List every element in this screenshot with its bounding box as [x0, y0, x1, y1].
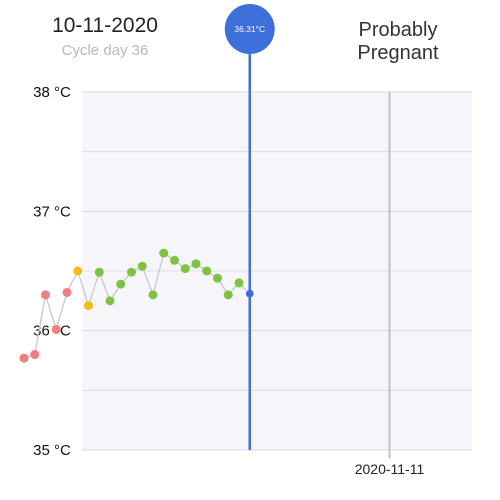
connector-segment: [55, 292, 68, 330]
selection-cursor-value: 36.31°C: [234, 24, 265, 34]
temperature-point-period[interactable]: [19, 353, 29, 363]
temperature-point-fertile[interactable]: [84, 301, 93, 311]
temperature-point-period[interactable]: [51, 324, 61, 334]
selection-cursor-bubble[interactable]: [224, 4, 275, 54]
connector-segment: [44, 294, 57, 330]
temperature-point-normal[interactable]: [127, 267, 136, 277]
x-axis-labels: 2020-11-11: [355, 461, 425, 477]
temperature-point-normal[interactable]: [116, 279, 126, 289]
connector-segment: [34, 294, 47, 355]
temperature-points[interactable]: [19, 248, 255, 363]
temperature-point-normal[interactable]: [191, 259, 201, 269]
connector-segment: [87, 271, 100, 306]
temperature-point-normal[interactable]: [202, 266, 212, 276]
grid-lines: [82, 91, 472, 451]
y-tick-label: 35 °C: [33, 442, 71, 459]
temperature-connector-lines: [23, 252, 251, 359]
temperature-point-fertile[interactable]: [73, 266, 83, 276]
temperature-point-normal[interactable]: [180, 264, 190, 274]
temperature-point-normal[interactable]: [213, 273, 222, 283]
temperature-point-normal[interactable]: [137, 261, 147, 271]
temperature-point-normal[interactable]: [159, 248, 169, 258]
y-tick-label: 38 °C: [33, 84, 71, 101]
temperature-point-normal[interactable]: [105, 296, 115, 306]
temperature-point-period[interactable]: [30, 350, 40, 360]
temperature-point-normal[interactable]: [170, 255, 179, 265]
cycle-day-label: Cycle day 36: [61, 42, 149, 59]
y-tick-label: 37 °C: [33, 203, 71, 220]
temperature-point-period[interactable]: [41, 290, 50, 300]
pregnancy-status-line-1: Probably: [358, 19, 438, 41]
y-axis-labels: 38 °C37 °C36 °C35 °C: [33, 84, 71, 459]
selected-date: 10-11-2020: [52, 14, 158, 37]
temperature-point-normal[interactable]: [223, 290, 233, 300]
temperature-point-normal[interactable]: [148, 290, 158, 300]
pregnancy-status: Probably Pregnant: [340, 19, 456, 65]
x-tick-label: 2020-11-11: [355, 461, 425, 477]
pregnancy-status-line-2: Pregnant: [357, 42, 439, 64]
connector-segment: [152, 252, 165, 296]
temperature-point-normal[interactable]: [94, 267, 104, 277]
connector-segment: [77, 270, 90, 306]
temperature-point-period[interactable]: [62, 287, 72, 297]
connector-segment: [141, 265, 154, 296]
temperature-point-normal[interactable]: [234, 278, 244, 288]
connector-segment: [98, 271, 111, 302]
